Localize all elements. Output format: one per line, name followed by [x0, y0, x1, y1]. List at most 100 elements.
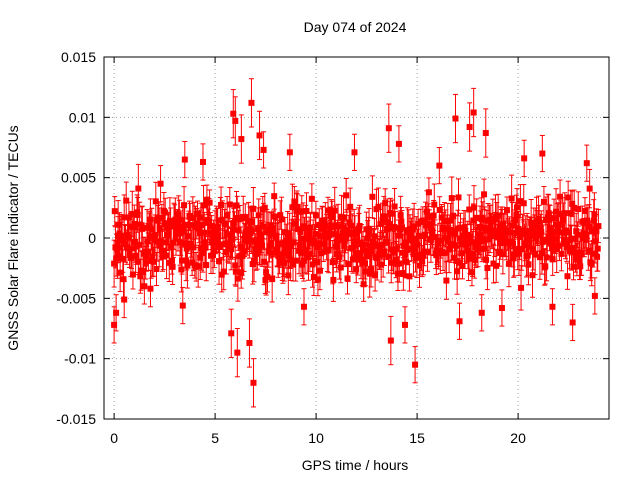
data-point: [369, 193, 376, 200]
data-point: [583, 160, 590, 167]
data-point: [375, 203, 382, 210]
data-point: [371, 233, 378, 240]
x-tick-label: 0: [110, 430, 118, 446]
data-point: [281, 259, 288, 266]
data-point: [310, 274, 317, 281]
data-point: [500, 224, 507, 231]
data-point: [410, 251, 417, 258]
data-point: [309, 261, 316, 268]
data-point: [150, 258, 157, 265]
data-point: [448, 195, 455, 202]
data-point: [585, 223, 592, 230]
data-point: [156, 225, 163, 232]
data-point: [456, 235, 463, 242]
data-point: [253, 250, 260, 257]
data-point: [193, 220, 200, 227]
data-point: [113, 309, 120, 316]
data-point: [225, 231, 232, 238]
data-point: [342, 235, 349, 242]
data-point: [160, 253, 167, 260]
data-point: [511, 251, 518, 258]
data-point: [209, 239, 216, 246]
data-point: [300, 303, 307, 310]
data-point: [412, 361, 419, 368]
data-point: [561, 236, 568, 243]
data-point: [119, 255, 126, 262]
data-point: [532, 251, 539, 258]
data-point: [176, 216, 183, 223]
data-point: [140, 268, 147, 275]
data-point: [536, 254, 543, 261]
data-point: [459, 263, 466, 270]
data-point: [350, 238, 357, 245]
data-point: [308, 236, 315, 243]
data-point: [333, 250, 340, 257]
data-point: [567, 237, 574, 244]
data-point: [380, 251, 387, 258]
data-point: [571, 204, 578, 211]
data-point: [307, 224, 314, 231]
data-point: [197, 254, 204, 261]
data-point: [132, 252, 139, 259]
data-point: [182, 240, 189, 247]
data-point: [289, 204, 296, 211]
data-point: [421, 231, 428, 238]
data-point: [372, 272, 379, 279]
data-point: [458, 250, 465, 257]
data-point: [238, 269, 245, 276]
data-point: [545, 210, 552, 217]
data-point: [594, 245, 601, 252]
data-point: [111, 260, 118, 267]
data-point: [181, 221, 188, 228]
data-point: [359, 241, 366, 248]
data-point: [505, 260, 512, 267]
data-point: [572, 251, 579, 258]
data-point: [183, 257, 190, 264]
data-point: [198, 244, 205, 251]
data-point: [452, 242, 459, 249]
data-point: [339, 230, 346, 237]
data-point: [131, 239, 138, 246]
data-point: [349, 256, 356, 263]
data-point: [123, 244, 130, 251]
data-point: [569, 200, 576, 207]
data-point: [340, 214, 347, 221]
data-point: [469, 251, 476, 258]
data-point: [149, 254, 156, 261]
data-point: [575, 206, 582, 213]
data-point: [577, 263, 584, 270]
data-point: [538, 229, 545, 236]
data-point: [315, 240, 322, 247]
data-point: [280, 250, 287, 257]
data-point: [512, 216, 519, 223]
data-point: [232, 117, 239, 124]
data-point: [260, 223, 267, 230]
data-point: [374, 242, 381, 249]
data-point: [387, 337, 394, 344]
data-point: [234, 275, 241, 282]
data-point: [312, 212, 319, 219]
data-point: [325, 207, 332, 214]
data-point: [516, 233, 523, 240]
data-point: [215, 232, 222, 239]
data-point: [566, 248, 573, 255]
data-point: [398, 224, 405, 231]
data-point: [327, 230, 334, 237]
data-point: [585, 248, 592, 255]
data-point: [397, 212, 404, 219]
x-axis-label: GPS time / hours: [302, 457, 409, 473]
data-point: [298, 249, 305, 256]
data-point: [237, 243, 244, 250]
data-point: [456, 318, 463, 325]
data-point: [395, 232, 402, 239]
data-point: [415, 232, 422, 239]
data-point: [452, 115, 459, 122]
data-point: [362, 268, 369, 275]
data-point: [165, 228, 172, 235]
data-point: [250, 205, 257, 212]
data-point: [228, 330, 235, 337]
data-point: [257, 231, 264, 238]
data-point: [457, 224, 464, 231]
data-point: [202, 244, 209, 251]
